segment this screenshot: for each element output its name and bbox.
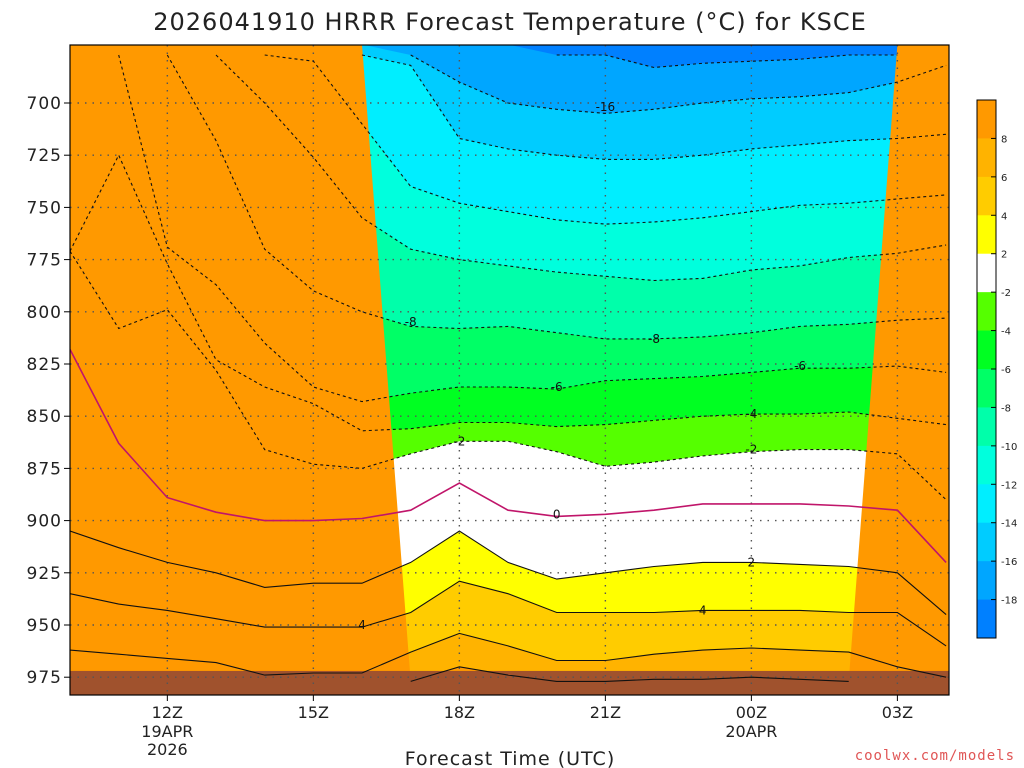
isotherm-line xyxy=(410,666,849,682)
colorbar-swatch xyxy=(977,484,996,524)
isotherm-line xyxy=(70,530,947,616)
contour-label: -6 xyxy=(794,359,806,373)
y-tick-label: 925 xyxy=(27,564,62,584)
contour-label: 0 xyxy=(553,507,561,521)
y-tick-label: 950 xyxy=(27,616,62,636)
colorbar-swatch xyxy=(977,330,996,370)
ground-strip xyxy=(70,670,949,695)
contour-label: -8 xyxy=(405,315,417,329)
colorbar-tick-label: -16 xyxy=(1001,557,1017,568)
isotherm-line xyxy=(70,349,947,563)
colorbar-tick-label: -6 xyxy=(1001,365,1011,376)
colorbar-swatch xyxy=(977,369,996,408)
temperature-fill-layer xyxy=(70,45,949,695)
y-tick-label: 900 xyxy=(27,512,62,532)
colorbar-tick-label: -12 xyxy=(1001,480,1017,491)
isotherm-line xyxy=(70,153,947,432)
x-tick-label: 03Z xyxy=(882,703,913,722)
contour-label-layer: -16 -8 -8 -6 -6 -4 -2 -2 0 2 4 4 xyxy=(358,100,806,632)
x-tick-label: 00Z xyxy=(736,703,767,722)
isotherm-line xyxy=(361,54,947,160)
chart-title: 2026041910 HRRR Forecast Temperature (°C… xyxy=(153,8,867,36)
colorbar-tick-label: 2 xyxy=(1001,250,1007,261)
y-tick-label: 825 xyxy=(27,355,62,375)
contour-label: 2 xyxy=(748,555,756,569)
contour-label: -6 xyxy=(551,380,563,394)
isotherm-line xyxy=(166,54,947,340)
colorbar-swatch xyxy=(977,100,996,139)
colorbar-tick-label: 8 xyxy=(1001,134,1007,145)
contour-label: -2 xyxy=(745,443,757,457)
colorbar-tick-label: 4 xyxy=(1001,211,1007,222)
colorbar-swatch xyxy=(977,215,996,255)
fill-band xyxy=(70,45,949,695)
ground-layer xyxy=(70,670,949,695)
colorbar: 8 6 4 2 -2 -4 -6 -8 -10 -12 -14 -16 -18 xyxy=(976,99,1017,639)
x-tick-label: 21Z xyxy=(590,703,621,722)
colorbar-swatch xyxy=(977,253,996,293)
y-tick-label: 750 xyxy=(27,198,62,218)
plot-frame xyxy=(69,44,950,696)
y-tick-label: 800 xyxy=(27,303,62,323)
colorbar-tick-label: -2 xyxy=(1001,288,1011,299)
isotherm-layer xyxy=(70,54,947,682)
y-tick-label: 700 xyxy=(27,94,62,114)
colorbar-swatch xyxy=(977,407,996,447)
colorbar-swatch xyxy=(977,292,996,332)
contour-label: 4 xyxy=(699,603,707,617)
x-tick-label: 12Z xyxy=(152,703,183,722)
x-tick-label: 15Z xyxy=(298,703,329,722)
colorbar-tick-label: -8 xyxy=(1001,403,1011,414)
x-tick-sublabel: 2026 xyxy=(147,740,188,759)
contour-label: 4 xyxy=(358,618,366,632)
y-tick-label: 850 xyxy=(27,407,62,427)
y-tick-label: 975 xyxy=(27,668,62,688)
y-tick-label: 725 xyxy=(27,146,62,166)
contour-label: -8 xyxy=(648,332,660,346)
colorbar-swatch xyxy=(977,599,996,639)
contour-label: -4 xyxy=(745,407,757,421)
isotherm-line xyxy=(70,580,947,647)
colorbar-tick-label: -4 xyxy=(1001,327,1011,338)
isotherm-line xyxy=(215,54,947,282)
y-tick-label: 775 xyxy=(27,251,62,271)
y-axis: 700 725 750 775 800 825 850 875 900 925 950 975 xyxy=(27,94,70,688)
colorbar-tick-label: -18 xyxy=(1001,596,1017,607)
isotherm-line xyxy=(118,54,947,403)
colorbar-swatch xyxy=(977,138,996,178)
x-axis-title: Forecast Time (UTC) xyxy=(405,748,615,768)
colorbar-tick-label: 6 xyxy=(1001,173,1007,184)
contour-label: -2 xyxy=(453,434,465,448)
credit-text: coolwx.com/models xyxy=(855,748,1015,764)
colorbar-swatch xyxy=(977,522,996,562)
colorbar-tick-label: -10 xyxy=(1001,442,1017,453)
colorbar-swatch xyxy=(977,445,996,485)
x-tick-sublabel: 20APR xyxy=(725,722,777,741)
colorbar-swatch xyxy=(977,561,996,601)
y-tick-label: 875 xyxy=(27,459,62,479)
isotherm-line xyxy=(70,632,947,678)
contour-label: -16 xyxy=(596,100,616,114)
x-tick-label: 18Z xyxy=(444,703,475,722)
x-tick-sublabel: 19APR xyxy=(141,722,193,741)
colorbar-swatch xyxy=(977,176,996,216)
colorbar-tick-label: -14 xyxy=(1001,519,1017,530)
isotherm-line xyxy=(70,250,947,501)
